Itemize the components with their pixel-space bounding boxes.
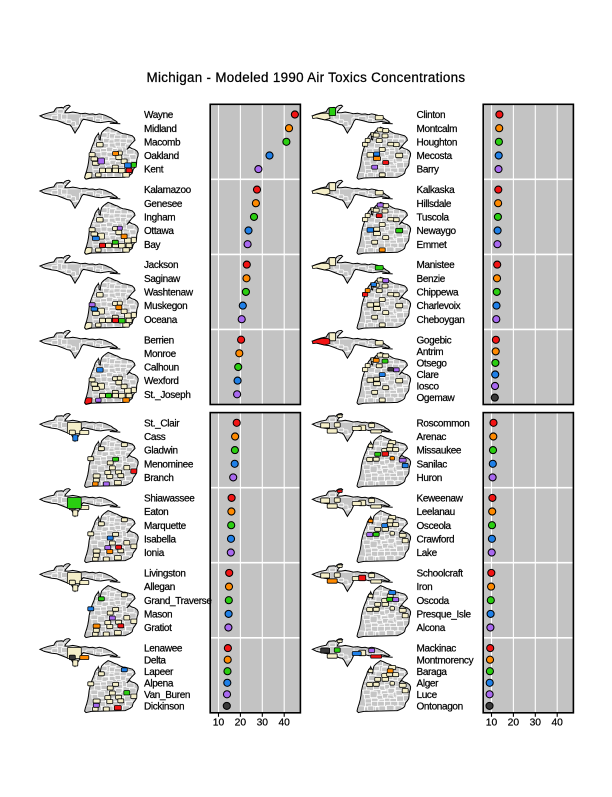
svg-text:Kalamazoo: Kalamazoo [144,185,192,196]
svg-text:Emmet: Emmet [417,240,447,251]
svg-text:Michigan - Modeled 1990 Air To: Michigan - Modeled 1990 Air Toxics Conce… [147,70,466,85]
svg-text:Wexford: Wexford [144,376,179,387]
svg-text:Lenawee: Lenawee [144,644,183,655]
svg-text:Barry: Barry [417,165,439,176]
svg-text:Oscoda: Oscoda [417,596,450,607]
svg-text:Oakland: Oakland [144,151,179,162]
svg-text:Tuscola: Tuscola [417,213,450,224]
svg-text:Arenac: Arenac [417,432,447,443]
svg-text:30: 30 [530,718,542,729]
svg-text:Sanilac: Sanilac [417,459,448,470]
svg-text:Ingham: Ingham [144,213,175,224]
svg-text:St._Joseph: St._Joseph [144,390,191,401]
svg-text:Muskegon: Muskegon [144,301,187,312]
svg-text:Van_Buren: Van_Buren [144,690,190,701]
svg-text:Gratiot: Gratiot [144,623,172,634]
svg-text:Alpena: Alpena [144,678,174,689]
svg-text:Oceana: Oceana [144,315,178,326]
svg-text:Midland: Midland [144,124,177,135]
svg-text:Roscommon: Roscommon [417,418,470,429]
svg-text:Saginaw: Saginaw [144,274,181,285]
svg-text:Alcona: Alcona [417,623,446,634]
svg-text:Manistee: Manistee [417,260,456,271]
svg-text:40: 40 [551,718,563,729]
svg-text:Washtenaw: Washtenaw [144,288,194,299]
svg-text:Eaton: Eaton [144,507,168,518]
svg-text:Benzie: Benzie [417,274,446,285]
svg-text:Huron: Huron [417,473,443,484]
svg-text:Houghton: Houghton [417,137,458,148]
svg-text:Chippewa: Chippewa [417,288,459,299]
svg-text:Keweenaw: Keweenaw [417,494,464,505]
svg-text:Montmorency: Montmorency [417,655,474,666]
svg-text:St._Clair: St._Clair [144,418,180,429]
svg-text:Ottawa: Ottawa [144,226,174,237]
svg-text:Gogebic: Gogebic [417,335,452,346]
svg-text:Mason: Mason [144,610,172,621]
svg-text:Calhoun: Calhoun [144,363,179,374]
svg-text:Lake: Lake [417,548,438,559]
svg-text:Kalkaska: Kalkaska [417,185,456,196]
svg-text:Gladwin: Gladwin [144,446,178,457]
svg-text:Baraga: Baraga [417,667,448,678]
svg-text:Cass: Cass [144,432,166,443]
svg-text:Iron: Iron [417,582,433,593]
svg-text:Marquette: Marquette [144,521,187,532]
svg-text:30: 30 [257,718,269,729]
svg-text:Wayne: Wayne [144,110,174,121]
svg-text:10: 10 [486,718,498,729]
svg-text:Otsego: Otsego [417,359,448,370]
svg-text:Charlevoix: Charlevoix [417,301,461,312]
svg-text:Kent: Kent [144,165,164,176]
svg-text:Mecosta: Mecosta [417,151,453,162]
svg-text:Presque_Isle: Presque_Isle [417,610,472,621]
svg-text:20: 20 [508,718,520,729]
svg-text:Missaukee: Missaukee [417,446,462,457]
svg-text:Montcalm: Montcalm [417,124,458,135]
svg-text:Jackson: Jackson [144,260,178,271]
svg-text:Schoolcraft: Schoolcraft [417,569,464,580]
svg-text:Isabella: Isabella [144,534,176,545]
svg-text:Grand_Traverse: Grand_Traverse [144,596,212,607]
svg-text:Dickinson: Dickinson [144,702,184,713]
svg-text:Lapeer: Lapeer [144,667,174,678]
svg-text:40: 40 [278,718,290,729]
svg-text:Genesee: Genesee [144,199,183,210]
svg-text:Hillsdale: Hillsdale [417,199,452,210]
svg-text:Ogemaw: Ogemaw [417,393,456,404]
svg-text:Clinton: Clinton [417,110,446,121]
svg-text:Delta: Delta [144,655,166,666]
svg-text:Branch: Branch [144,473,174,484]
svg-text:Bay: Bay [144,240,161,251]
svg-text:Macomb: Macomb [144,137,181,148]
svg-text:Ionia: Ionia [144,548,165,559]
svg-text:Alger: Alger [417,678,440,689]
svg-text:Iosco: Iosco [417,382,440,393]
svg-text:Ontonagon: Ontonagon [417,702,463,713]
svg-text:Cheboygan: Cheboygan [417,315,465,326]
svg-text:Berrien: Berrien [144,335,174,346]
svg-text:20: 20 [235,718,247,729]
svg-text:Allegan: Allegan [144,582,175,593]
svg-text:Osceola: Osceola [417,521,452,532]
svg-text:Clare: Clare [417,370,440,381]
svg-text:Antrim: Antrim [417,347,444,358]
svg-text:Livingston: Livingston [144,569,186,580]
svg-text:Menominee: Menominee [144,459,194,470]
svg-text:Monroe: Monroe [144,349,177,360]
svg-text:Luce: Luce [417,690,438,701]
svg-text:Mackinac: Mackinac [417,644,457,655]
svg-text:Newaygo: Newaygo [417,226,457,237]
svg-text:Crawford: Crawford [417,534,455,545]
svg-text:10: 10 [213,718,225,729]
svg-text:Shiawassee: Shiawassee [144,494,195,505]
svg-text:Leelanau: Leelanau [417,507,455,518]
